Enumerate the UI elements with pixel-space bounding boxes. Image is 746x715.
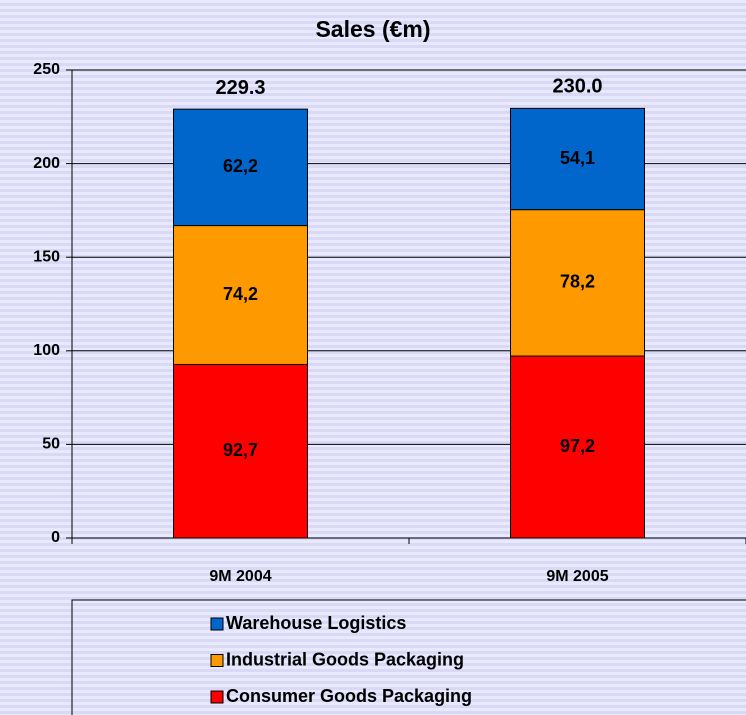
x-tick-label: 9M 2005 — [546, 568, 608, 585]
legend-swatch — [210, 654, 224, 667]
legend-box — [71, 599, 746, 715]
data-label: 92,7 — [223, 440, 258, 460]
x-tick-label: 9M 2004 — [209, 568, 271, 585]
data-label: 54,1 — [560, 148, 595, 168]
bar-segment — [173, 225, 308, 365]
legend-label: Industrial Goods Packaging — [226, 649, 464, 669]
legend-swatch — [210, 617, 224, 631]
y-tick-label: 150 — [33, 248, 60, 265]
bar-segment — [510, 355, 645, 539]
y-tick-label: 50 — [42, 436, 60, 453]
bar-segment — [173, 108, 308, 227]
y-tick-label: 200 — [33, 155, 60, 172]
y-tick-label: 100 — [33, 342, 60, 359]
total-label: 229.3 — [215, 77, 265, 99]
legend-swatch — [210, 690, 224, 704]
data-label: 62,2 — [223, 156, 258, 176]
total-label: 230.0 — [552, 76, 602, 98]
legend-label: Consumer Goods Packaging — [226, 686, 472, 706]
data-label: 74,2 — [223, 284, 258, 304]
y-tick-label: 250 — [33, 61, 60, 78]
bar-segment — [173, 363, 308, 539]
chart-title: Sales (€m) — [315, 16, 430, 42]
y-tick-label: 0 — [51, 529, 60, 546]
data-label: 97,2 — [560, 436, 595, 456]
bar-segment — [510, 107, 645, 211]
data-label: 78,2 — [560, 272, 595, 292]
legend-label: Warehouse Logistics — [226, 613, 406, 633]
